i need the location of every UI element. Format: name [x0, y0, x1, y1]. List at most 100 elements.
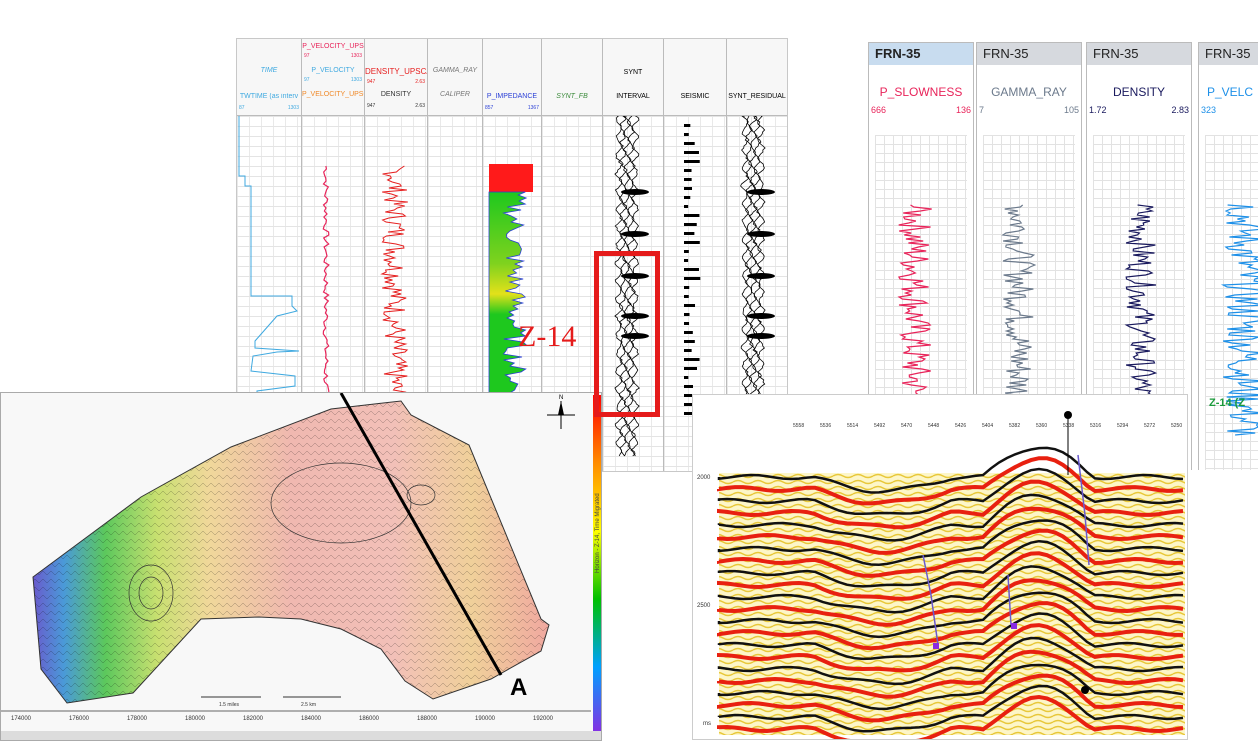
seismic-sample: [684, 241, 700, 244]
scale-min: 666: [871, 105, 887, 115]
scale-min: 97: [304, 53, 310, 59]
wiggle-peak: [621, 189, 649, 195]
wiggle-trace: [630, 115, 640, 457]
wiggle-peak: [747, 333, 775, 339]
p-velocity-curve: [322, 165, 330, 395]
track-subtitle: P_VELOCITY: [311, 67, 355, 74]
seismic-reflector: [717, 506, 1184, 555]
seismic-reflector: [717, 456, 1184, 506]
seismic-sample: [684, 277, 701, 280]
scale-max: 2.63: [415, 79, 425, 85]
seismic-sample: [684, 313, 690, 316]
seismic-sample: [684, 232, 695, 235]
seismic-top-label: 5338: [1063, 423, 1074, 429]
tab-frn-35[interactable]: FRN-35: [1087, 43, 1191, 65]
map-x-tick: 180000: [185, 716, 206, 722]
seismic-reflector: [717, 467, 1184, 516]
track-title: P_SLOWNESS: [879, 85, 963, 99]
tab-frn-35[interactable]: FRN-35: [977, 43, 1081, 65]
map-x-tick: 178000: [127, 716, 148, 722]
map-x-tick: 182000: [243, 716, 264, 722]
wiggle-trace: [748, 115, 758, 416]
track-subtitle: INTERVAL: [616, 93, 650, 100]
track-title: TIME: [260, 67, 278, 74]
scale-max: 1367: [527, 105, 539, 111]
map-x-tick: 186000: [359, 716, 380, 722]
seismic-top-label: 5250: [1171, 423, 1182, 429]
seismic-sample: [684, 376, 689, 379]
seismic-sample: [684, 178, 692, 181]
seismic-sample: [684, 322, 690, 325]
seismic-sample: [684, 304, 696, 307]
scale-label-km: 2.5 km: [301, 702, 316, 708]
wiggle-trace: [626, 115, 636, 457]
track-subtitle: DENSITY: [380, 91, 412, 98]
seismic-sample: [684, 367, 697, 370]
density-curve: [380, 165, 409, 397]
seismic-sample: [684, 169, 692, 172]
track-header: SYNT INTERVAL: [603, 39, 663, 116]
seismic-sample: [684, 196, 691, 199]
wiggle-peak: [621, 273, 649, 279]
seismic-reflector: [717, 636, 1184, 686]
seismic-section[interactable]: 5558 5536 5514 5492 5470 5448 5426 5404 5382 5360…: [692, 394, 1188, 740]
seismic-top-label: 5448: [928, 423, 939, 429]
track-header: TIME TWTIME (as interv 87 1303: [237, 39, 301, 116]
seismic-top-label: 5294: [1117, 423, 1128, 429]
scale-min: 947: [367, 103, 376, 109]
scale-max: 105: [1063, 105, 1079, 115]
track-header: P_IMPEDANCE 857 1367: [483, 39, 541, 116]
track-body: [1205, 135, 1258, 470]
y-label-2500: 2500: [697, 603, 711, 609]
scale-bar: 1.5 miles 2.5 km: [201, 696, 341, 708]
seismic-image: 5558 5536 5514 5492 5470 5448 5426 5404 5382 5360…: [697, 411, 1185, 739]
time-curve: [238, 116, 300, 471]
scale-max: 1303: [350, 53, 362, 59]
seismic-reflector: [717, 684, 1184, 733]
seismic-top-label: 5558: [793, 423, 804, 429]
scale-max: 1303: [287, 105, 299, 111]
seismic-sample: [684, 286, 690, 289]
seismic-reflector: [717, 551, 1184, 601]
seismic-sample: [684, 259, 689, 262]
colorbar-title: Horizon - Z-14, Time Migrated: [595, 493, 601, 573]
seismic-reflector: [717, 493, 1184, 542]
scale-min: 947: [367, 79, 376, 85]
wiggle-trace: [744, 115, 754, 417]
seismic-sample: [684, 403, 700, 406]
scale-min: 87: [239, 105, 245, 111]
wiggle-trace: [617, 115, 628, 457]
section-line[interactable]: [339, 393, 503, 676]
track-header: SYNT_FB: [542, 39, 602, 116]
seismic-top-label: 5514: [847, 423, 858, 429]
tab-frn-35[interactable]: FRN-35: [869, 43, 973, 65]
tab-frn-35[interactable]: FRN-35: [1199, 43, 1258, 65]
scale-min: 97: [304, 77, 310, 83]
seismic-sample: [684, 412, 694, 415]
seismic-top-label: 5536: [820, 423, 831, 429]
wiggle-peak: [621, 333, 649, 339]
section-label-a: A: [510, 674, 528, 701]
scale-max: 2.63: [415, 103, 425, 109]
wiggle-trace: [740, 115, 751, 417]
map-x-tick: 184000: [301, 716, 322, 722]
seismic-sample: [684, 358, 700, 361]
seismic-top-label: 5360: [1036, 423, 1047, 429]
wiggle-peak: [747, 189, 775, 195]
wiggle-peak: [621, 231, 649, 237]
scale-min: 323: [1201, 105, 1217, 115]
track-title: GAMMA_RAY: [432, 67, 478, 74]
scale-max: 136: [955, 105, 971, 115]
synt-wiggles: [614, 115, 649, 457]
seismic-sample: [684, 349, 692, 352]
seismic-sample: [684, 142, 695, 145]
seismic-sample: [684, 133, 689, 136]
seismic-sample: [684, 214, 700, 217]
scale-min: 7: [979, 105, 985, 115]
seismic-reflector: [717, 479, 1184, 530]
y-label-2000: 2000: [697, 475, 711, 481]
wiggle-trace: [756, 115, 766, 417]
frn-track-p-velocity[interactable]: FRN-35 P_VELC 323 Z-14 (Z: [1198, 42, 1258, 470]
track-synt-fb[interactable]: SYNT_FB: [542, 39, 603, 471]
horizon-map-window[interactable]: N Horizon - Z-14, Time Migrated 1.5 mile…: [0, 392, 602, 741]
